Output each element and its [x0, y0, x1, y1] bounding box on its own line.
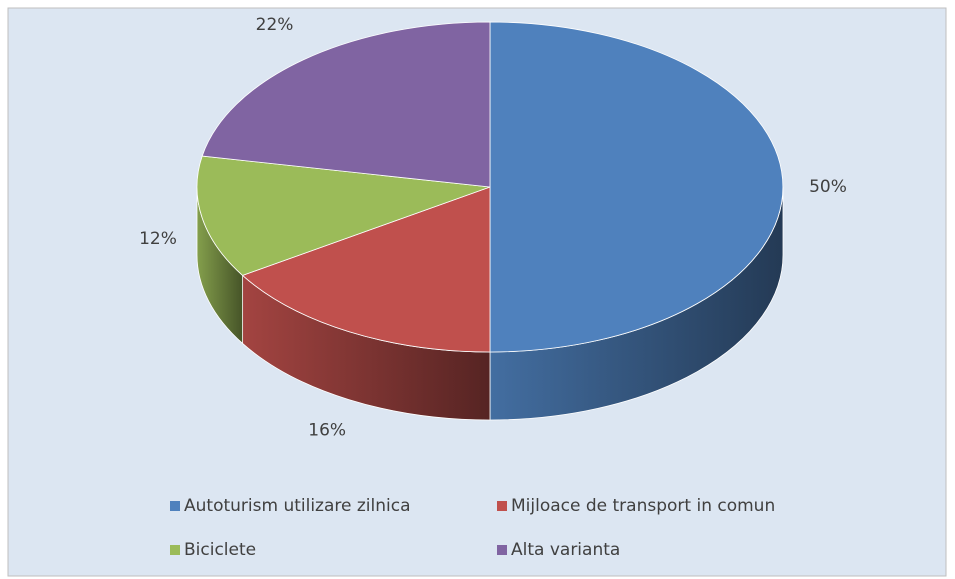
data-label: 16% [308, 421, 346, 441]
legend-swatch [170, 545, 180, 555]
pie-slice [489, 21, 784, 353]
pie-slice [201, 21, 491, 188]
legend-label: Mijloace de transport in comun [511, 496, 775, 516]
legend-swatch [170, 501, 180, 511]
pie-slice [196, 155, 491, 276]
pie-slice [241, 186, 491, 353]
legend-label: Alta varianta [511, 540, 620, 560]
legend-label: Biciclete [184, 540, 256, 560]
data-label: 12% [139, 229, 177, 249]
legend-label: Autoturism utilizare zilnica [184, 496, 411, 516]
legend-swatch [497, 501, 507, 511]
legend-swatch [497, 545, 507, 555]
data-label: 22% [256, 15, 294, 35]
data-label: 50% [809, 177, 847, 197]
